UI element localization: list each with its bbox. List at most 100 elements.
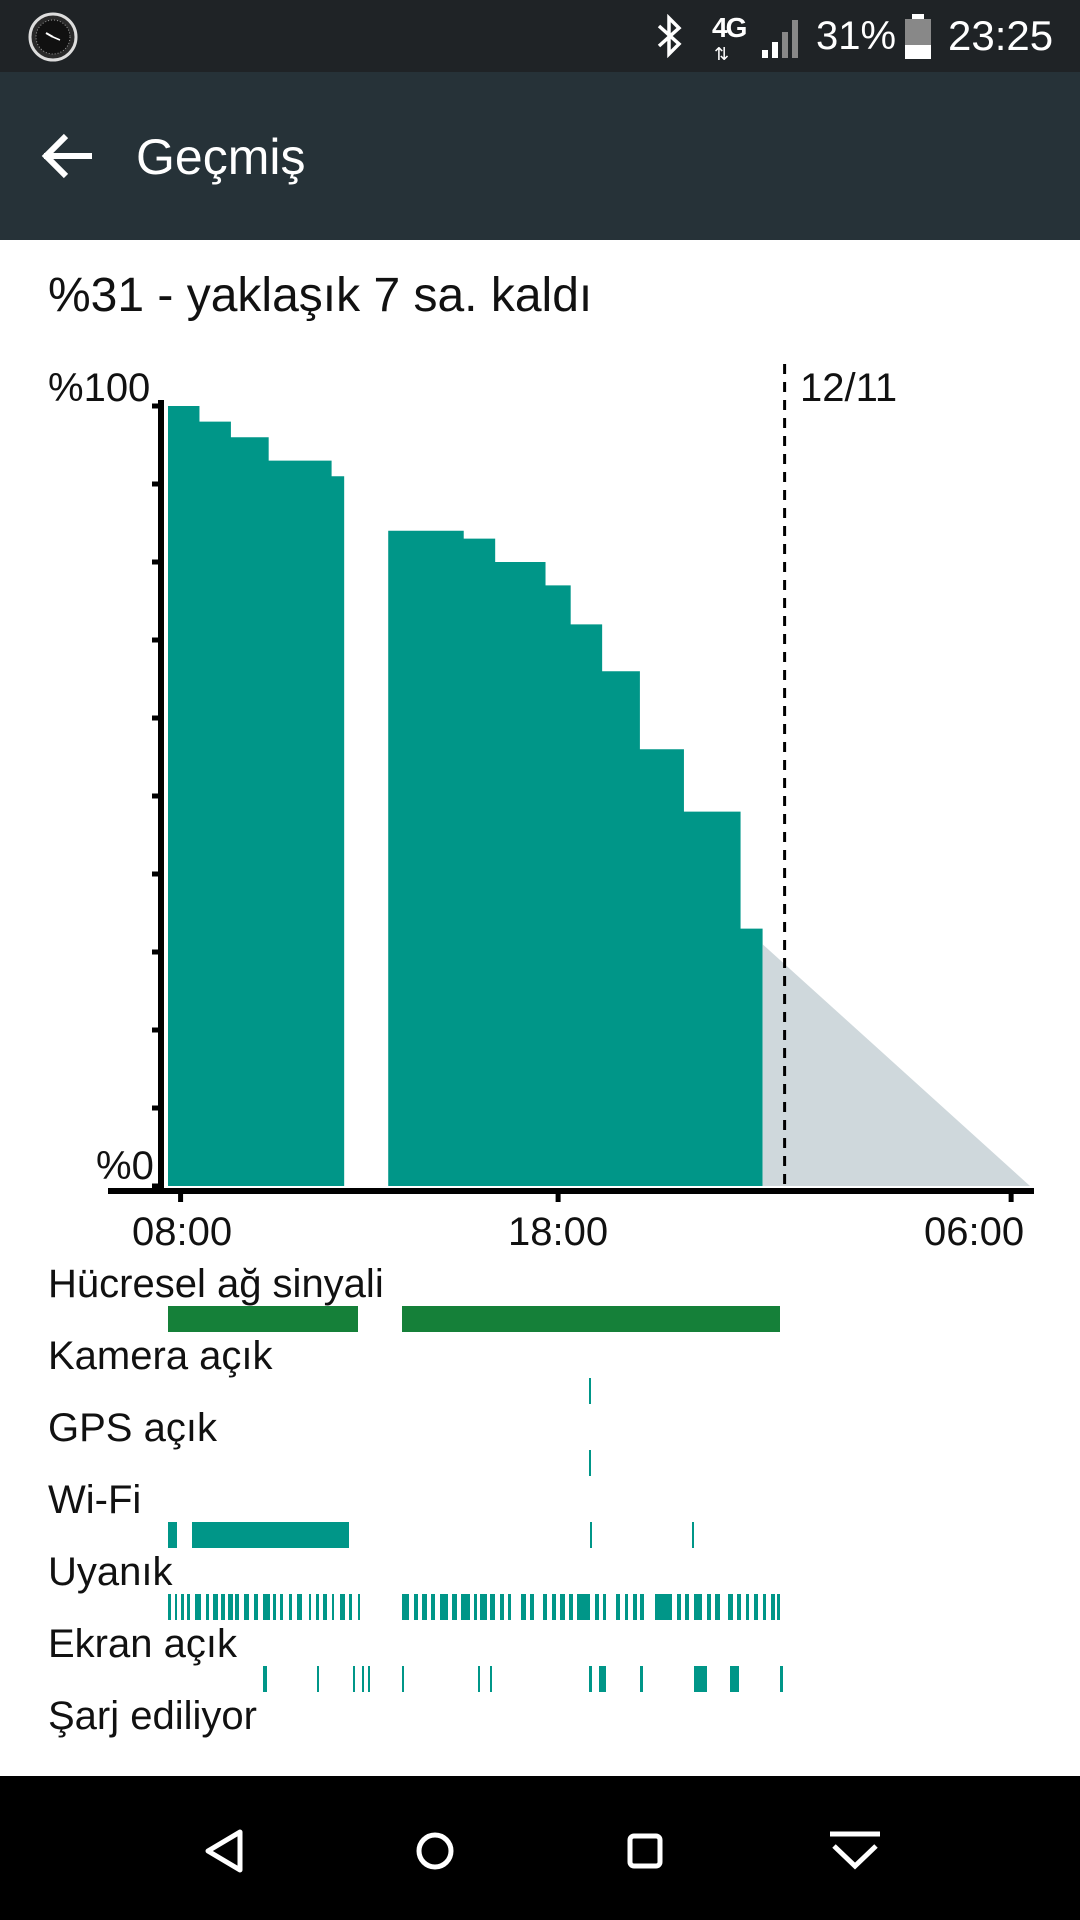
recents-nav-icon[interactable] [610,1816,680,1886]
activity-segment [560,1594,565,1620]
battery-percent: 31% [816,14,897,58]
battery-icon [905,14,931,59]
watch-face-icon [28,12,78,62]
back-nav-icon[interactable] [190,1816,260,1886]
activity-segment [490,1594,495,1620]
battery-level-area [388,530,763,1186]
activity-segment [413,1594,418,1620]
activity-segment [168,1594,172,1620]
activity-segment [367,1666,370,1692]
activity-segment [762,1594,767,1620]
row-label-wifi: Wi-Fi [48,1478,142,1522]
x-tick-label: 08:00 [132,1210,233,1254]
activity-segment [308,1594,312,1620]
activity-segment [633,1594,637,1620]
data-arrows-icon: ⇅ [714,44,730,64]
home-nav-icon[interactable] [400,1816,470,1886]
activity-segment [542,1594,548,1620]
activity-segment [771,1594,775,1620]
activity-segment [715,1594,720,1620]
battery-level-area [168,406,345,1186]
activity-segment [205,1594,210,1620]
prediction-area [762,944,1030,1186]
activity-segment [730,1666,739,1692]
activity-segment [568,1594,574,1620]
activity-segment [422,1594,427,1620]
activity-segment [706,1594,712,1620]
activity-segment [430,1594,436,1620]
activity-segment [228,1594,233,1620]
activity-segment [474,1594,477,1620]
activity-segment [273,1594,276,1620]
activity-segment [499,1594,505,1620]
activity-segment [262,1666,268,1692]
activity-segment [349,1594,353,1620]
activity-segment [401,1594,410,1620]
y-axis-bottom-label: %0 [96,1144,154,1188]
activity-segment [490,1666,493,1692]
activity-segment [168,1522,178,1548]
activity-segment [262,1594,270,1620]
activity-segment [174,1594,178,1620]
battery-summary: %31 - yaklaşık 7 sa. kaldı [48,269,593,322]
activity-segment [401,1306,780,1332]
activity-segment [323,1594,327,1620]
track-gps [0,1450,1080,1476]
row-label-screen-on: Ekran açık [48,1622,237,1666]
activity-segment [685,1594,689,1620]
activity-segment [754,1594,758,1620]
activity-segment [693,1594,703,1620]
activity-segment [588,1666,593,1692]
date-marker-label: 12/11 [800,366,898,410]
activity-segment [402,1666,405,1692]
activity-segment [439,1594,449,1620]
activity-segment [461,1594,470,1620]
activity-segment [452,1594,457,1620]
track-screen-on [0,1666,1080,1692]
activity-segment [192,1522,349,1548]
activity-segment [331,1594,335,1620]
activity-segment [521,1594,526,1620]
network-type-label: 4G [712,12,747,43]
row-label-cellular: Hücresel ağ sinyali [48,1262,384,1306]
activity-segment [288,1594,293,1620]
activity-segment [340,1594,345,1620]
activity-segment [221,1594,225,1620]
page-title: Geçmiş [136,129,306,185]
activity-segment [508,1594,512,1620]
navigation-bar [0,1776,1080,1920]
activity-segment [745,1594,749,1620]
activity-segment [235,1594,239,1620]
activity-segment [693,1666,707,1692]
track-wifi [0,1522,1080,1548]
bluetooth-icon [657,14,682,58]
activity-segment [243,1594,250,1620]
activity-segment [780,1666,783,1692]
back-arrow-icon[interactable] [40,132,96,180]
activity-segment [212,1594,218,1620]
hide-nav-icon[interactable] [820,1816,890,1886]
activity-segment [551,1594,556,1620]
activity-segment [530,1594,535,1620]
activity-segment [640,1666,643,1692]
x-tick-label: 18:00 [508,1210,609,1254]
status-clock: 23:25 [948,12,1054,59]
activity-segment [728,1594,733,1620]
activity-segment [616,1594,620,1620]
activity-segment [655,1594,673,1620]
activity-segment [594,1594,599,1620]
activity-segment [194,1594,201,1620]
activity-segment [692,1522,695,1548]
activity-segment [736,1594,742,1620]
track-camera [0,1378,1080,1404]
row-label-awake: Uyanık [48,1550,173,1594]
activity-segment [280,1594,284,1620]
activity-segment [361,1666,364,1692]
activity-segment [599,1666,606,1692]
activity-segment [357,1594,360,1620]
battery-history-chart [108,364,1034,1202]
app-bar: Geçmiş [0,72,1080,240]
y-axis-top-label: %100 [48,366,151,410]
activity-segment [186,1594,190,1620]
status-bar: 4G ⇅ 31% 23:25 [0,0,1080,72]
